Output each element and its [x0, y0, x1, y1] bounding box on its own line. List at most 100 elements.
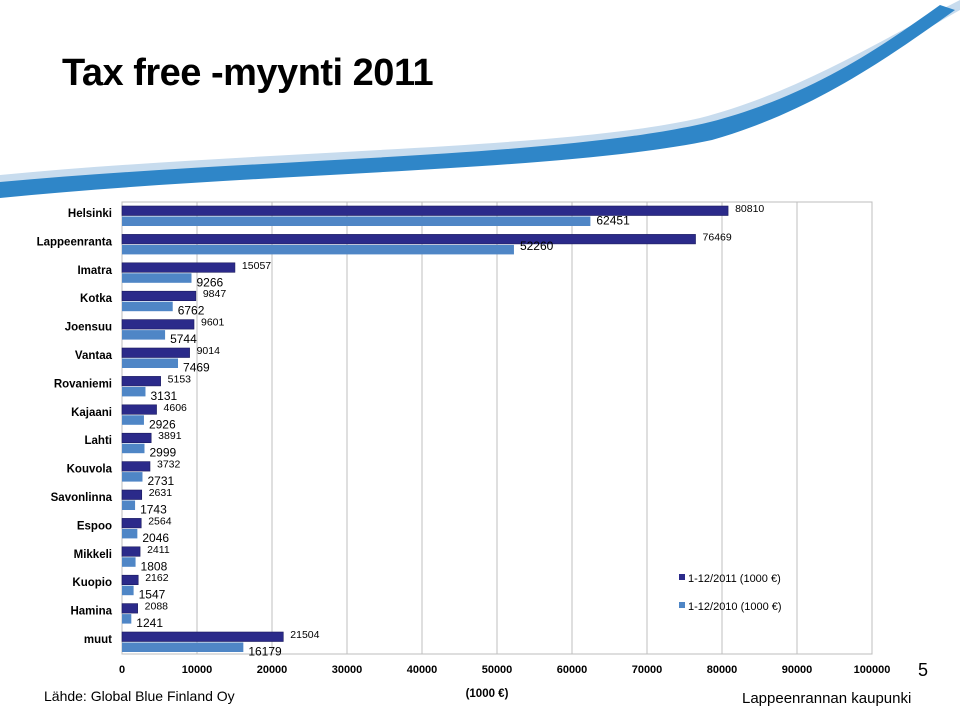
- bar-2010: [122, 528, 138, 539]
- legend-label-2011: 1-12/2011 (1000 €): [688, 573, 781, 585]
- bar-2010: [122, 273, 192, 283]
- x-tick-label: 100000: [854, 664, 891, 676]
- legend-swatch-2011: [679, 574, 685, 580]
- organization-name: Lappeenrannan kaupunki: [742, 690, 912, 707]
- bar-2011: [121, 603, 138, 614]
- category-label: Kouvola: [67, 464, 113, 476]
- category-label: Helsinki: [68, 208, 112, 220]
- bar-2011: [121, 347, 190, 358]
- x-tick-label: 20000: [257, 664, 288, 676]
- bar-2010: [122, 330, 166, 340]
- category-label: Hamina: [70, 606, 112, 618]
- category-label: Kajaani: [71, 407, 112, 419]
- x-tick-label: 10000: [182, 664, 213, 676]
- x-tick-labels: 0 10000 20000 30000 40000 50000 60000 70000 8000…: [119, 664, 890, 676]
- bar-2010: [122, 472, 143, 482]
- data-label-2010: 9266: [196, 275, 223, 289]
- data-label-2010: 1547: [139, 588, 166, 602]
- x-tick-label: 80000: [707, 664, 738, 676]
- data-label-2011: 5153: [168, 373, 192, 385]
- data-label-2010: 62451: [596, 214, 630, 228]
- swoosh-dark-band: [0, 5, 955, 198]
- legend-label-2010: 1-12/2010 (1000 €): [688, 601, 782, 613]
- data-label-2010: 2999: [149, 446, 176, 460]
- data-label-2010: 2731: [147, 474, 174, 488]
- source-note: Lähde: Global Blue Finland Oy: [44, 688, 235, 704]
- category-label: Savonlinna: [51, 492, 113, 504]
- bar-2010: [122, 614, 132, 624]
- bar-2010: [122, 557, 136, 567]
- category-label: Lappeenranta: [37, 236, 113, 248]
- bar-2011: [121, 574, 139, 586]
- category-label: Vantaa: [75, 350, 113, 362]
- data-label-2010: 1241: [136, 616, 163, 630]
- category-labels: Helsinki Lappeenranta Imatra Kotka Joensuu Va…: [37, 208, 113, 646]
- bar-2010: [122, 244, 514, 255]
- data-label-2010: 6762: [178, 304, 205, 318]
- data-label-2010: 52260: [520, 239, 554, 253]
- bars: [121, 205, 729, 652]
- header-swoosh-decoration: [0, 0, 960, 198]
- category-label: Kotka: [80, 293, 113, 305]
- x-tick-label: 50000: [482, 664, 513, 676]
- bar-2011: [121, 262, 236, 273]
- category-label: Lahti: [85, 435, 112, 447]
- bar-2011: [121, 432, 152, 443]
- bar-2011: [121, 404, 157, 415]
- data-label-2011: 3891: [158, 430, 182, 442]
- data-label-2011: 3732: [157, 459, 181, 471]
- data-label-2010: 1743: [140, 503, 167, 517]
- data-label-2010: 7469: [183, 361, 210, 375]
- bar-2010: [122, 386, 146, 397]
- legend: 1-12/2011 (1000 €) 1-12/2010 (1000 €): [679, 573, 782, 613]
- data-label-2011: 9014: [197, 345, 221, 357]
- tax-free-bar-chart: Helsinki Lappeenranta Imatra Kotka Joensuu Va…: [37, 201, 890, 700]
- data-label-2010: 5744: [170, 332, 197, 346]
- data-label-2011: 2564: [148, 515, 172, 527]
- bar-2011: [121, 489, 143, 500]
- bar-2011: [121, 319, 195, 330]
- data-label-2011: 76469: [703, 231, 732, 243]
- x-tick-label: 30000: [332, 664, 363, 676]
- data-label-2011: 2088: [145, 601, 169, 613]
- bar-2011: [121, 631, 284, 642]
- x-tick-label: 60000: [557, 664, 588, 676]
- data-label-2011: 2631: [149, 487, 173, 499]
- bar-2010: [122, 301, 173, 312]
- data-label-2011: 2162: [145, 572, 169, 584]
- data-label-2010: 16179: [248, 645, 282, 659]
- bar-2011: [121, 290, 197, 301]
- category-label: Rovaniemi: [54, 378, 112, 390]
- data-label-2011: 21504: [290, 629, 319, 641]
- bar-2010: [122, 500, 136, 510]
- bar-2011: [121, 461, 151, 472]
- bar-2011: [121, 518, 142, 529]
- legend-swatch-2010: [679, 602, 685, 608]
- data-label-2010: 2046: [142, 531, 169, 545]
- x-tick-label: 70000: [632, 664, 663, 676]
- x-tick-label: 40000: [407, 664, 438, 676]
- category-label: Joensuu: [65, 322, 112, 334]
- x-tick-label: 0: [119, 664, 125, 676]
- slide-title: Tax free -myynti 2011: [62, 52, 434, 94]
- data-label-2011: 80810: [735, 203, 764, 215]
- data-label-2011: 4606: [164, 402, 188, 414]
- bar-2010: [122, 415, 144, 425]
- bar-2010: [122, 216, 591, 226]
- x-tick-label: 90000: [782, 664, 813, 676]
- bar-2010: [122, 358, 179, 368]
- bar-2011: [121, 376, 161, 387]
- data-label-2010: 3131: [150, 389, 177, 403]
- data-label-2011: 2411: [147, 544, 170, 556]
- x-axis-label: (1000 €): [466, 688, 509, 700]
- data-label-2010: 1808: [141, 559, 168, 573]
- bar-2011: [121, 234, 696, 245]
- gridlines: [196, 202, 873, 654]
- category-label: Kuopio: [72, 577, 112, 589]
- bar-2010: [122, 443, 145, 454]
- category-label: Imatra: [77, 265, 112, 277]
- category-label: muut: [84, 634, 112, 646]
- bar-2011: [121, 546, 141, 557]
- data-label-2011: 9601: [201, 317, 225, 329]
